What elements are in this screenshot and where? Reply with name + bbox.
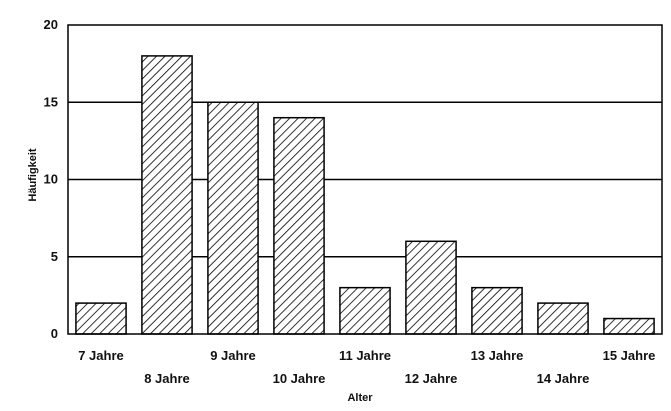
- x-axis-title: Alter: [347, 392, 373, 404]
- y-tick-label: 0: [51, 326, 58, 341]
- x-tick-label: 13 Jahre: [471, 348, 524, 363]
- x-tick-label: 9 Jahre: [210, 348, 256, 363]
- bar: [537, 302, 589, 335]
- x-tick-label: 10 Jahre: [273, 371, 326, 386]
- x-tick-label: 7 Jahre: [78, 348, 124, 363]
- bar: [75, 302, 127, 335]
- y-tick-label: 20: [44, 17, 58, 32]
- bar: [339, 286, 391, 335]
- x-tick-labels: 7 Jahre 8 Jahre 9 Jahre 10 Jahre 11 Jahre 12 …: [78, 348, 655, 386]
- x-tick-label: 12 Jahre: [405, 371, 458, 386]
- bars: [75, 55, 655, 335]
- bar: [273, 116, 325, 335]
- plot-frame: [67, 24, 663, 335]
- bar: [471, 286, 523, 335]
- y-tick-labels: 0 5 10 15 20: [44, 17, 58, 341]
- bar: [207, 101, 259, 335]
- x-tick-label: 15 Jahre: [603, 348, 656, 363]
- y-tick-label: 5: [51, 249, 58, 264]
- x-tick-label: 14 Jahre: [537, 371, 590, 386]
- y-tick-label: 10: [44, 172, 58, 187]
- x-tick-label: 11 Jahre: [339, 348, 391, 363]
- bar: [405, 240, 457, 335]
- bar: [603, 317, 655, 335]
- y-axis-title: Häufigkeit: [27, 148, 39, 202]
- y-tick-label: 15: [44, 94, 58, 109]
- bar: [141, 55, 193, 335]
- x-tick-label: 8 Jahre: [144, 371, 190, 386]
